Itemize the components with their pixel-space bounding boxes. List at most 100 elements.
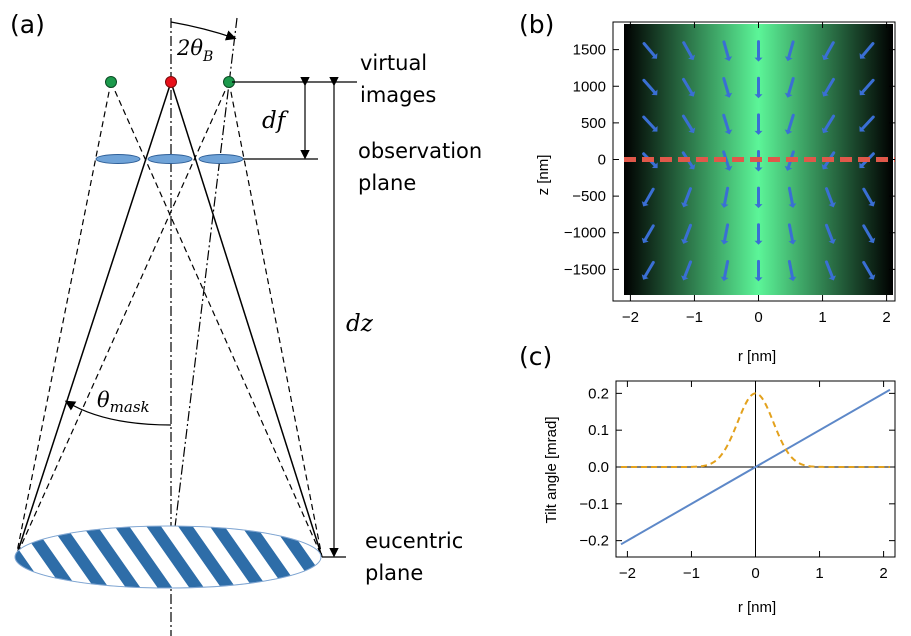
chart-b-arrowhead: [651, 125, 658, 132]
chart-b-xtick-label: −1: [686, 309, 703, 326]
chart-b-arrowhead: [651, 162, 658, 169]
label-2thetaB: 2θB: [176, 36, 213, 65]
chart-b-arrow: [723, 186, 730, 206]
chart-b-arrow: [787, 113, 795, 133]
chart-b-arrowhead: [821, 127, 829, 134]
chart-b-arrowhead: [641, 237, 649, 244]
chart-b-arrow: [862, 187, 874, 205]
label-dz: dz: [346, 311, 374, 337]
chart-b-arrowhead: [754, 240, 763, 245]
chart-c-xtick-label: 1: [815, 565, 823, 582]
chart-b-arrowhead: [868, 201, 876, 207]
chart-b-arrow: [861, 42, 875, 58]
chart-b-arrow: [723, 223, 730, 243]
virtual-image-center: [165, 76, 177, 88]
chart-b-arrow: [683, 260, 693, 279]
label-observation: observation: [358, 139, 482, 163]
chart-b-arrowhead: [681, 238, 689, 244]
chart-b-arrow: [787, 77, 795, 96]
chart-b-arrow: [823, 114, 836, 132]
chart-b-arrowhead: [720, 276, 729, 282]
chart-b-arrowhead: [788, 276, 797, 282]
chart-b-arrowhead: [784, 165, 793, 171]
chart-b-xtick-label: 2: [882, 309, 890, 326]
angle-theta-mask-arc: [64, 400, 172, 426]
chart-b-arrow: [683, 223, 693, 242]
chart-b-arrow: [824, 223, 834, 242]
chart-b-ytick-label: 1500: [573, 42, 606, 59]
chart-b-arrowhead: [724, 92, 733, 98]
chart-b-xtick-label: 1: [818, 309, 826, 326]
chart-b-arrowhead: [828, 202, 836, 208]
chart-c-ytick-label: 0.0: [588, 459, 609, 476]
virtual-image-left: [105, 76, 117, 88]
chart-b-arrow: [681, 114, 694, 132]
label-df: df: [262, 108, 289, 134]
lens-left: [95, 154, 141, 164]
chart-b-xtick-label: 0: [754, 309, 762, 326]
chart-b-xlabel: r [nm]: [738, 348, 776, 365]
chart-b-arrowhead: [641, 201, 649, 207]
chart-c-ytick-label: 0.1: [588, 422, 609, 439]
chart-b-arrowhead: [754, 94, 763, 99]
chart-b-arrowhead: [788, 203, 797, 208]
chart-b-arrow: [860, 115, 875, 131]
chart-b-arrows: [641, 40, 876, 282]
panel-label-c: (c): [519, 342, 552, 371]
chart-b-ytick-label: −1000: [564, 225, 606, 242]
chart-b-arrowhead: [821, 164, 829, 170]
ray-left-inner: [110, 81, 323, 558]
chart-b-arrowhead: [754, 57, 763, 62]
chart-c-ytick-label: −0.2: [579, 533, 609, 550]
chart-b-arrowhead: [784, 56, 793, 62]
chart-c-xtick-label: −1: [683, 565, 700, 582]
chart-c-xtick-label: 0: [751, 565, 759, 582]
chart-b-arrow: [642, 78, 657, 94]
chart-b-arrow: [683, 187, 692, 206]
chart-b-arrowhead: [859, 162, 866, 169]
chart-b-arrow: [787, 186, 794, 206]
label-observation-plane: plane: [358, 171, 416, 195]
chart-b-arrowhead: [828, 275, 837, 281]
panel-label-a: (a): [10, 10, 45, 39]
chart-b-arrowhead: [754, 277, 763, 282]
chart-b-arrowhead: [720, 203, 729, 208]
chart-b-arrowhead: [680, 275, 689, 281]
chart-b-arrowhead: [788, 239, 797, 245]
chart-b-arrowhead: [641, 274, 649, 280]
chart-b-arrow: [722, 113, 730, 133]
chart-b-arrow: [787, 223, 794, 243]
chart-b-arrow: [642, 42, 656, 58]
chart-b-arrowhead: [688, 91, 696, 97]
chart-b-ytick-label: −1500: [564, 261, 606, 278]
chart-b-arrowhead: [859, 89, 866, 96]
chart-b-arrowhead: [724, 165, 733, 171]
chart-b-xtick-label: −2: [622, 309, 639, 326]
chart-b-arrow: [787, 260, 794, 279]
chart-b-arrow: [682, 41, 694, 59]
chart-b-arrowhead: [821, 91, 829, 97]
chart-b-arrowhead: [821, 54, 829, 61]
ray-right-outer: [228, 81, 323, 558]
chart-b-arrowhead: [651, 89, 658, 96]
ray-left-outer: [15, 81, 112, 558]
chart-b-arrow: [643, 260, 655, 278]
lens-right: [198, 154, 244, 164]
chart-b-arrow: [642, 115, 657, 131]
label-images: images: [360, 83, 436, 107]
chart-b-ytick-label: 1000: [573, 78, 606, 95]
chart-b-arrowhead: [688, 127, 696, 134]
chart-b-arrowhead: [720, 239, 729, 245]
chart-b-arrowhead: [754, 204, 763, 209]
chart-b-arrowhead: [754, 130, 763, 135]
chart-c-ylabel: Tilt angle [mrad]: [543, 417, 560, 524]
cone-line-left: [15, 81, 172, 558]
chart-b-arrow: [787, 40, 795, 59]
lens-center: [147, 154, 193, 164]
chart-b-arrow: [722, 150, 731, 169]
diagram-a: 2θB df dz θmask virt: [14, 17, 482, 636]
ray-right-inner: [15, 81, 230, 558]
label-eucentric: eucentric: [365, 529, 463, 553]
chart-b-arrowhead: [859, 53, 866, 59]
